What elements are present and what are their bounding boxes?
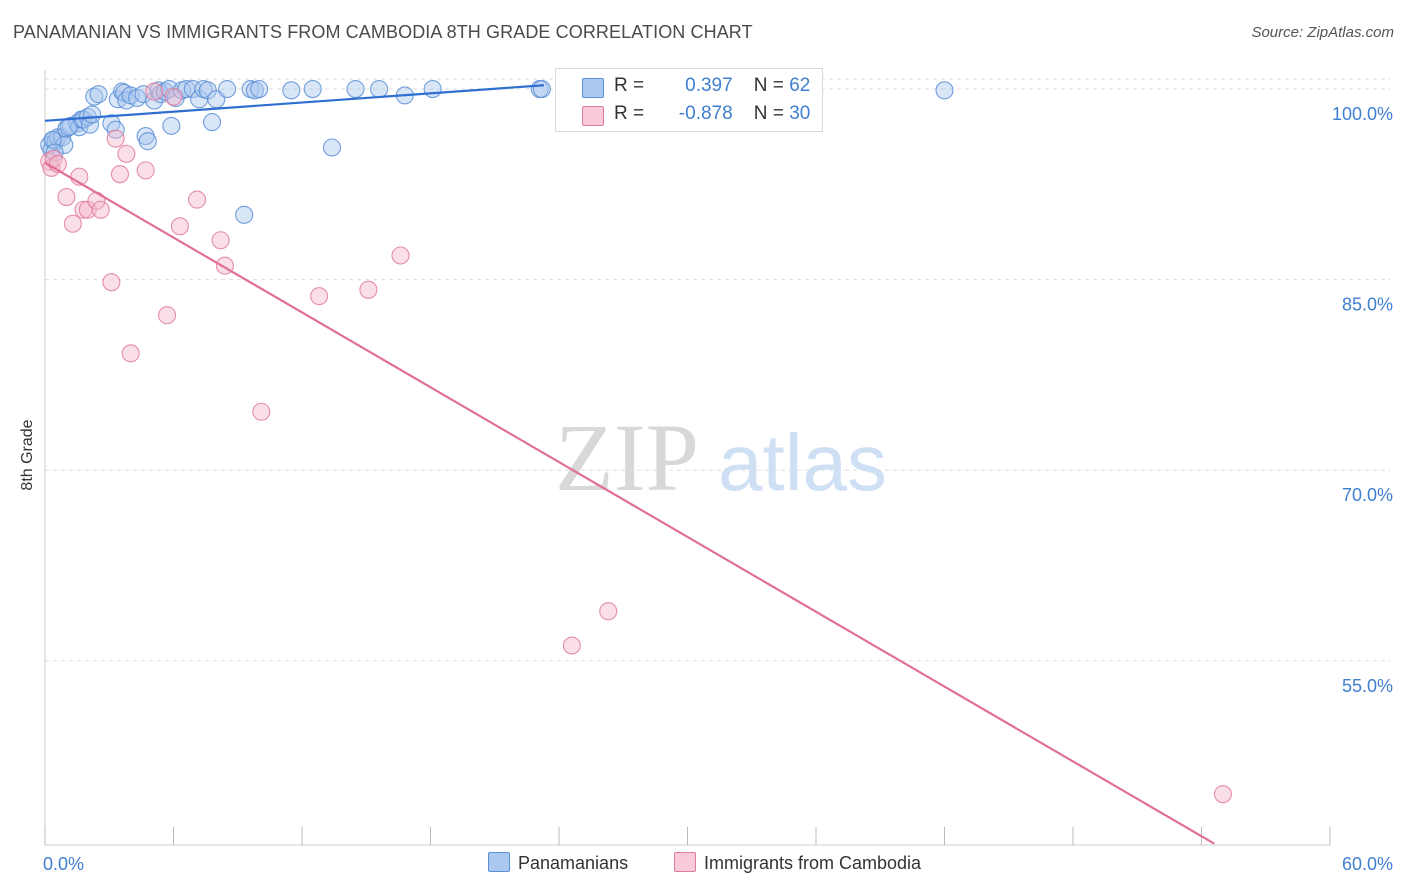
point-panamanian [162, 116, 181, 135]
point-cambodia [106, 129, 125, 148]
point-cambodia [158, 306, 177, 325]
stats-row-cambodia: R = -0.878 N = 30 [556, 100, 822, 128]
point-panamanian [250, 80, 269, 99]
point-cambodia [252, 402, 271, 421]
y-tick-label: 85.0% [1342, 295, 1393, 315]
point-panamanian [59, 118, 78, 137]
point-cambodia [170, 217, 189, 236]
point-cambodia [599, 602, 618, 621]
point-panamanian [45, 143, 64, 162]
y-tick-label: 100.0% [1332, 104, 1393, 124]
x-tick-label: 0.0% [43, 854, 84, 874]
point-cambodia [117, 144, 136, 163]
point-cambodia [121, 344, 140, 363]
watermark: ZIP atlas [555, 404, 887, 511]
point-panamanian [217, 80, 237, 99]
trend-lines [44, 84, 1215, 845]
point-cambodia [359, 280, 378, 299]
legend-label: Panamanians [518, 853, 629, 873]
trendline-panamanians [44, 84, 545, 122]
point-cambodia [391, 246, 410, 265]
series-panamanians-points [40, 80, 954, 224]
point-panamanian [346, 80, 365, 99]
point-cambodia [57, 187, 76, 207]
r-label: R = [614, 103, 645, 124]
series-cambodia-points [40, 82, 1232, 804]
series-legend: Panamanians Immigrants from Cambodia [0, 852, 1406, 876]
stats-row-panamanians: R = 0.397 N = 62 [556, 72, 822, 100]
r-label: R = [614, 75, 645, 96]
point-panamanian [183, 80, 202, 99]
point-cambodia [63, 214, 82, 233]
trendline-cambodia [44, 161, 1215, 845]
legend-item-panamanians: Panamanians [488, 852, 628, 874]
point-panamanian [203, 113, 222, 132]
point-cambodia [110, 165, 130, 184]
n-label: N = [753, 75, 784, 96]
point-cambodia [91, 200, 110, 219]
point-panamanian [138, 132, 157, 151]
grid-lines [45, 78, 1390, 662]
legend-label: Immigrants from Cambodia [704, 853, 922, 873]
r-value: 0.397 [685, 75, 733, 96]
legend-swatch-blue [488, 852, 510, 872]
point-panamanian [89, 85, 108, 104]
legend-swatch-pink [582, 106, 604, 126]
point-panamanian [532, 80, 551, 99]
legend-item-cambodia: Immigrants from Cambodia [674, 852, 921, 874]
point-cambodia [310, 287, 329, 306]
source-credit: Source: ZipAtlas.com [1251, 24, 1394, 41]
point-panamanian [370, 80, 389, 99]
point-cambodia [164, 87, 183, 106]
point-cambodia [136, 161, 155, 180]
n-value: 30 [789, 103, 811, 124]
point-panamanian [282, 81, 301, 100]
x-tick-label: 60.0% [1342, 854, 1393, 874]
point-panamanian [935, 81, 954, 100]
point-cambodia [102, 273, 121, 292]
point-cambodia [188, 190, 207, 209]
point-panamanian [322, 138, 342, 157]
y-tick-label: 55.0% [1342, 676, 1393, 696]
point-panamanian [303, 80, 322, 99]
point-panamanian [83, 105, 102, 124]
y-tick-label: 70.0% [1342, 485, 1393, 505]
legend-swatch-pink [674, 852, 696, 872]
watermark-zip: ZIP [555, 404, 699, 511]
watermark-atlas: atlas [718, 418, 887, 507]
point-cambodia [1213, 785, 1232, 804]
tick-labels: 100.0% 85.0% 70.0% 55.0% 0.0% 60.0% [43, 104, 1393, 874]
r-value: -0.878 [678, 103, 733, 124]
stats-legend: R = 0.397 N = 62 R = -0.878 N = 30 [555, 68, 823, 132]
legend-swatch-blue [582, 78, 604, 98]
point-panamanian [423, 80, 442, 99]
point-cambodia [145, 82, 164, 101]
point-cambodia [562, 636, 581, 655]
point-panamanian [235, 205, 254, 224]
chart-title: PANAMANIAN VS IMMIGRANTS FROM CAMBODIA 8… [13, 22, 753, 42]
axes [44, 70, 1331, 846]
point-cambodia [211, 231, 230, 250]
stats-text: R = -0.878 N = 30 [614, 103, 810, 125]
stats-text: R = 0.397 N = 62 [614, 75, 810, 97]
n-value: 62 [789, 75, 811, 96]
n-label: N = [753, 103, 784, 124]
